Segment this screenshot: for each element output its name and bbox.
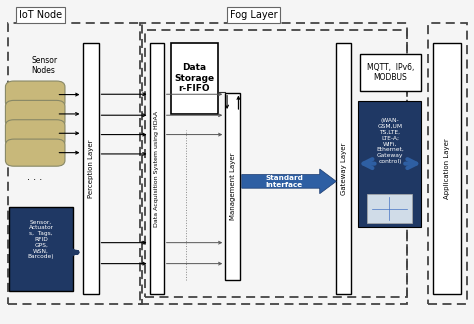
Text: Application Layer: Application Layer bbox=[444, 138, 450, 199]
Bar bbox=[171, 43, 218, 114]
Bar bbox=[360, 54, 421, 91]
FancyBboxPatch shape bbox=[5, 120, 65, 147]
Text: Management Layer: Management Layer bbox=[230, 153, 236, 220]
Bar bbox=[358, 101, 421, 226]
Text: Perception Layer: Perception Layer bbox=[88, 139, 94, 198]
Bar bbox=[140, 23, 407, 304]
Text: Data
Storage
r-FIFO: Data Storage r-FIFO bbox=[174, 63, 215, 93]
Text: Standard
Interface: Standard Interface bbox=[265, 175, 303, 188]
FancyBboxPatch shape bbox=[5, 100, 65, 127]
Text: Fog Layer: Fog Layer bbox=[230, 10, 277, 20]
Bar bbox=[8, 23, 143, 304]
Text: MQTT,  IPv6,
MODBUS: MQTT, IPv6, MODBUS bbox=[367, 63, 414, 82]
Bar bbox=[428, 23, 467, 304]
Bar bbox=[433, 43, 462, 294]
Text: IoT Node: IoT Node bbox=[19, 10, 63, 20]
Text: (WAN-
GSM,UM
TS,LTE,
LTE-A;
WiFi,
Ethernet,
Gateway
control): (WAN- GSM,UM TS,LTE, LTE-A; WiFi, Ethern… bbox=[376, 118, 404, 164]
Bar bbox=[145, 30, 407, 297]
Bar bbox=[150, 43, 164, 294]
Bar bbox=[225, 93, 240, 280]
Bar bbox=[336, 43, 351, 294]
Bar bbox=[367, 194, 412, 223]
Text: Sensor
Nodes: Sensor Nodes bbox=[31, 55, 57, 75]
Polygon shape bbox=[242, 169, 336, 194]
Bar bbox=[83, 43, 99, 294]
Bar bbox=[9, 207, 73, 291]
Text: Gateway Layer: Gateway Layer bbox=[341, 142, 347, 195]
FancyBboxPatch shape bbox=[5, 81, 65, 108]
FancyBboxPatch shape bbox=[5, 139, 65, 166]
Text: . . .: . . . bbox=[27, 171, 42, 181]
Text: Data Acquisition System using HDAA: Data Acquisition System using HDAA bbox=[154, 110, 159, 226]
Text: Sensor,
Actuator
s,  Tags,
RFID
GPS,
WSN,
Barcode): Sensor, Actuator s, Tags, RFID GPS, WSN,… bbox=[28, 220, 55, 259]
